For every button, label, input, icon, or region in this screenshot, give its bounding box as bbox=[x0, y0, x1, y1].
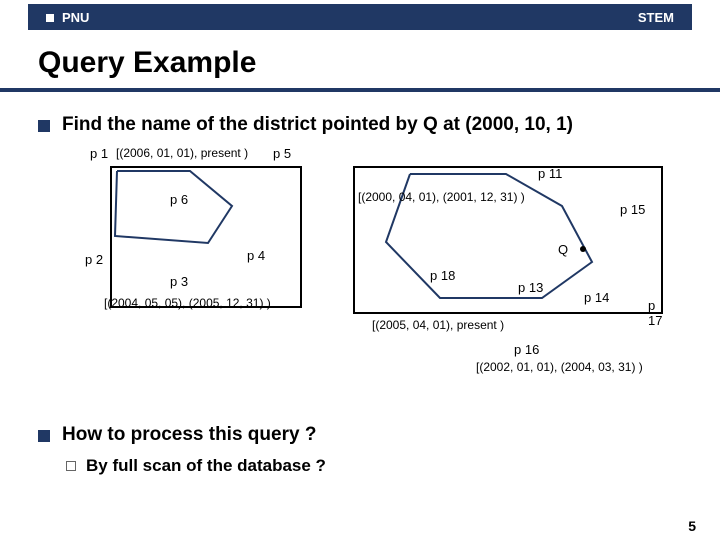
bullet-sub-1: By full scan of the database ? bbox=[66, 456, 720, 476]
label-p16: p 16 bbox=[514, 342, 539, 357]
q-point bbox=[580, 246, 586, 252]
page-number: 5 bbox=[688, 518, 696, 534]
bullet-sub-1-text: By full scan of the database ? bbox=[86, 456, 326, 476]
polyline-left bbox=[115, 171, 232, 243]
header-left-box bbox=[46, 14, 54, 22]
label-int4: [(2005, 04, 01), present ) bbox=[372, 318, 504, 332]
label-p18: p 18 bbox=[430, 268, 455, 283]
bullet-square-icon bbox=[38, 120, 50, 132]
label-int1: [(2006, 01, 01), present ) bbox=[116, 146, 248, 160]
label-p15: p 15 bbox=[620, 202, 645, 217]
label-p1: p 1 bbox=[90, 146, 108, 161]
label-p13: p 13 bbox=[518, 280, 543, 295]
header-left-text: PNU bbox=[62, 10, 89, 25]
label-p14: p 14 bbox=[584, 290, 609, 305]
diagram: p 1 [(2006, 01, 01), present ) p 5 p 6 p… bbox=[110, 146, 670, 396]
bullet-main-2-text: How to process this query ? bbox=[62, 424, 316, 446]
header-bar: PNU STEM bbox=[28, 4, 692, 30]
label-p11: p 11 bbox=[538, 166, 562, 181]
label-p3: p 3 bbox=[170, 274, 188, 289]
bullet-open-square-icon bbox=[66, 461, 76, 471]
label-int5: [(2002, 01, 01), (2004, 03, 31) ) bbox=[476, 360, 643, 374]
bullet-main-2: How to process this query ? bbox=[38, 424, 720, 446]
header-left: PNU bbox=[46, 10, 89, 25]
bullet-main-1-text: Find the name of the district pointed by… bbox=[62, 114, 573, 136]
title-underline bbox=[0, 88, 720, 92]
header-right: STEM bbox=[638, 10, 674, 25]
label-int3: [(2004, 05, 05), (2005, 12, 31) ) bbox=[104, 296, 271, 310]
label-q: Q bbox=[558, 242, 568, 257]
label-p17: p 17 bbox=[648, 298, 670, 328]
bullet-square-icon bbox=[38, 430, 50, 442]
label-p2: p 2 bbox=[85, 252, 103, 267]
page-title: Query Example bbox=[38, 46, 720, 80]
bullet-main-1: Find the name of the district pointed by… bbox=[38, 114, 720, 136]
label-int2: [(2000, 04, 01), (2001, 12, 31) ) bbox=[358, 190, 525, 204]
polylines bbox=[110, 146, 670, 396]
label-p4: p 4 bbox=[247, 248, 265, 263]
label-p5: p 5 bbox=[273, 146, 291, 161]
label-p6: p 6 bbox=[170, 192, 188, 207]
